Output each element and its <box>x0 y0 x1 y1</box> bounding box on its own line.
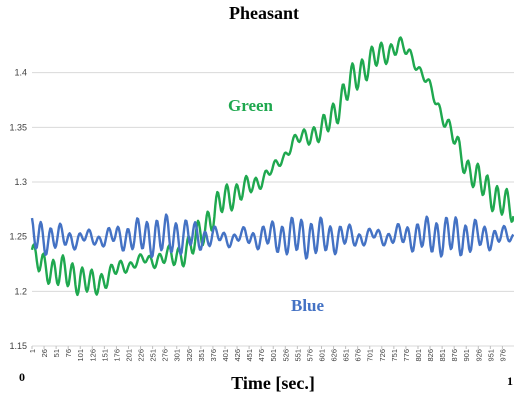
x-tick-label: 751 <box>390 349 399 362</box>
x-tick-label: 926 <box>474 349 483 362</box>
x-tick-label: 526 <box>281 349 290 362</box>
x-tick-label: 876 <box>450 349 459 362</box>
x-tick-label: 401 <box>221 349 230 362</box>
corner-label-left: 0 <box>19 370 25 384</box>
x-tick-label: 776 <box>402 349 411 362</box>
y-tick-label: 1.2 <box>14 286 27 296</box>
x-tick-label: 301 <box>173 349 182 362</box>
y-tick-label: 1.4 <box>14 68 27 78</box>
x-tick-label: 376 <box>209 349 218 362</box>
x-tick-label: 576 <box>305 349 314 362</box>
x-tick-label: 176 <box>112 349 121 362</box>
green-line <box>30 36 514 297</box>
y-tick-label: 1.15 <box>9 341 27 351</box>
y-tick-label: 1.3 <box>14 177 27 187</box>
green-series-label: Green <box>228 96 274 115</box>
y-axis-ticks: 1.15 1.2 1.25 1.3 1.35 1.4 <box>9 68 27 351</box>
x-tick-label: 826 <box>426 349 435 362</box>
x-axis-ticks: 1 26 51 76 101 126 151 176 201 226 251 276 301 326 351… <box>28 346 507 362</box>
x-tick-label: 651 <box>342 349 351 362</box>
x-tick-label: 551 <box>293 349 302 362</box>
x-tick-label: 501 <box>269 349 278 362</box>
x-tick-label: 251 <box>149 349 158 362</box>
x-tick-label: 951 <box>486 349 495 362</box>
x-tick-label: 76 <box>64 349 73 357</box>
x-tick-label: 326 <box>185 349 194 362</box>
x-tick-label: 426 <box>233 349 242 362</box>
x-tick-label: 601 <box>317 349 326 362</box>
y-tick-label: 1.25 <box>9 232 27 242</box>
blue-series-label: Blue <box>291 296 325 315</box>
corner-label-right: 1 <box>507 374 513 388</box>
x-tick-label: 276 <box>161 349 170 362</box>
x-tick-label: 901 <box>462 349 471 362</box>
x-tick-label: 51 <box>52 349 61 357</box>
x-tick-label: 351 <box>197 349 206 362</box>
y-tick-label: 1.35 <box>9 122 27 132</box>
x-tick-label: 976 <box>498 349 507 362</box>
x-tick-label: 801 <box>414 349 423 362</box>
x-tick-label: 726 <box>378 349 387 362</box>
series-lines <box>30 36 514 297</box>
x-tick-label: 676 <box>354 349 363 362</box>
x-tick-label: 126 <box>88 349 97 362</box>
blue-line <box>30 213 514 260</box>
x-tick-label: 451 <box>245 349 254 362</box>
x-tick-label: 226 <box>137 349 146 362</box>
x-tick-label: 101 <box>76 349 85 362</box>
x-tick-label: 151 <box>100 349 109 362</box>
x-tick-label: 476 <box>257 349 266 362</box>
x-tick-label: 626 <box>330 349 339 362</box>
x-axis-label: Time [sec.] <box>231 373 315 393</box>
x-tick-label: 1 <box>28 349 37 353</box>
chart-title: Pheasant <box>229 3 299 23</box>
x-tick-label: 701 <box>366 349 375 362</box>
x-tick-label: 26 <box>40 349 49 357</box>
x-tick-label: 851 <box>438 349 447 362</box>
x-tick-label: 201 <box>124 349 133 362</box>
